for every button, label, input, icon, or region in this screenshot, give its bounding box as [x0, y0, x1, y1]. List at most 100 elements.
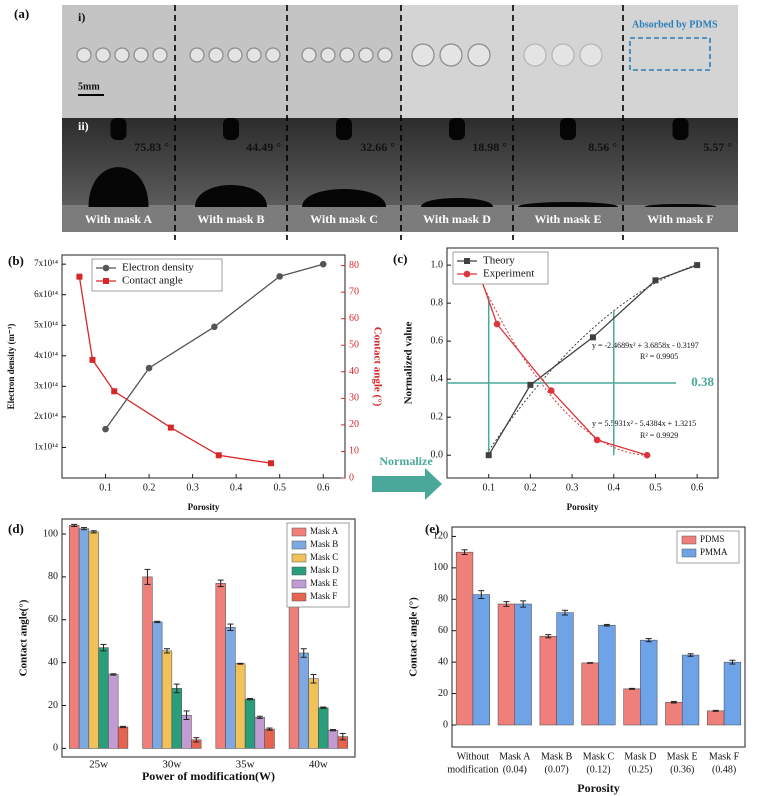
y-tick-label: 30 [349, 393, 359, 404]
x-tick-label: 0.2 [143, 482, 156, 493]
y-tick-label: 50 [349, 340, 359, 351]
legend-label: Theory [483, 255, 515, 267]
x-tick-label: 0.3 [566, 482, 579, 493]
droplet-top [523, 43, 547, 67]
x-tick-label: 25w [89, 759, 108, 771]
droplet-top [189, 47, 205, 63]
photo-base [62, 205, 738, 232]
bar [497, 603, 516, 726]
marker [276, 273, 283, 280]
reference-label: 0.38 [691, 374, 714, 389]
plot-frame [61, 518, 356, 758]
error-bar [173, 683, 180, 694]
error-bar [603, 623, 610, 627]
x-tick-label: 0.1 [99, 482, 112, 493]
marker [589, 334, 596, 341]
droplet-top [579, 43, 603, 67]
y-tick-label: 60 [349, 313, 359, 324]
legend-label: Mask F [310, 591, 337, 601]
contact-angle: 44.49 ° [246, 140, 281, 154]
legend-label: Mask B [310, 539, 338, 549]
y-tick-label: 0 [349, 472, 354, 483]
legend-swatch [291, 553, 307, 563]
droplet-top [265, 47, 281, 63]
row-label: i) [78, 10, 85, 24]
droplet-top [114, 47, 130, 63]
bar [152, 621, 163, 749]
legend-swatch [291, 592, 307, 602]
legend-label: PMMA [700, 547, 728, 557]
fit-curve [475, 270, 648, 456]
y-axis-title: Contact angle (°) [408, 597, 420, 677]
x-tick-label: (0.12) [586, 764, 610, 775]
marker [145, 364, 153, 372]
x-tick-label: Mask D [624, 751, 656, 762]
error-bar [90, 530, 97, 534]
contact-angle: 5.57 ° [703, 140, 732, 154]
bar [108, 674, 119, 749]
error-bar [227, 623, 234, 631]
error-bar [237, 662, 244, 665]
droplet-top [320, 47, 336, 63]
error-bar [520, 600, 527, 608]
legend-box [91, 258, 223, 292]
bar [665, 701, 683, 726]
error-bar [687, 653, 694, 657]
bar [215, 583, 226, 749]
bar [581, 662, 599, 726]
droplet-top [411, 43, 435, 67]
contact-angle: 32.66 ° [360, 140, 395, 154]
error-bar [193, 737, 200, 743]
fit-curve [488, 264, 698, 451]
bar [455, 551, 474, 726]
normalize-arrow [372, 468, 442, 500]
x-tick-label: (0.04) [503, 764, 527, 775]
legend-label: Mask D [310, 565, 339, 575]
y-tick-label: 7x10¹⁴ [34, 258, 58, 268]
mask-label: With mask E [534, 212, 601, 226]
error-bar [670, 700, 677, 704]
marker [547, 387, 555, 394]
plot-frame [61, 254, 346, 479]
legend-marker [464, 258, 470, 264]
x-tick-label: 0.1 [482, 482, 495, 493]
bar [623, 688, 641, 726]
y-tick-label: 0.2 [431, 411, 444, 422]
needle [449, 118, 465, 140]
x-tick-label: Mask F [709, 751, 740, 762]
marker [527, 381, 534, 388]
bar [142, 576, 153, 749]
error-bar [320, 706, 327, 709]
x-tick-label: Mask B [541, 751, 573, 762]
marker [76, 273, 83, 280]
bar [707, 710, 725, 726]
x-tick-label: (0.48) [712, 764, 736, 775]
y-tick-label: 40 [48, 657, 58, 668]
mask-label: With mask B [197, 212, 264, 226]
y-tick-label: 0.8 [431, 297, 444, 308]
panel-label: (d) [8, 521, 24, 536]
x-tick-label: 30w [162, 759, 181, 771]
legend-label: PDMS [700, 534, 725, 544]
bar [472, 594, 490, 726]
x-tick-label: (0.25) [628, 764, 652, 775]
x-tick-label: Mask E [667, 751, 698, 762]
y-tick-label: 20 [48, 700, 58, 711]
bar [308, 678, 319, 749]
error-bar [628, 687, 635, 690]
legend-label: Electron density [122, 262, 194, 274]
panel-label: (e) [425, 521, 439, 536]
bar [117, 726, 129, 749]
marker [167, 424, 174, 431]
bar [171, 688, 182, 749]
y-tick-label: 0 [53, 743, 58, 754]
needle [672, 118, 689, 140]
droplet [195, 185, 267, 207]
legend-marker [463, 270, 471, 278]
y-tick-label: 6x10¹⁴ [34, 289, 58, 299]
y-tick-label: 20 [438, 688, 448, 699]
x-tick-label: (0.36) [670, 764, 694, 775]
error-bar [562, 609, 569, 616]
legend-swatch [291, 566, 307, 576]
error-bar [154, 620, 161, 624]
